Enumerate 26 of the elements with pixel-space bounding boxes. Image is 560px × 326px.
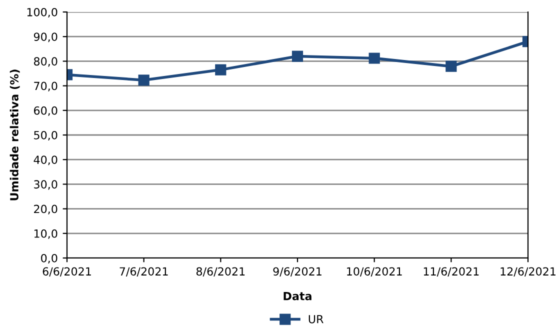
y-tick-label: 0,0 xyxy=(41,254,58,264)
y-axis-title: Umidade relativa (%) xyxy=(10,70,20,200)
x-tick-label: 11/6/2021 xyxy=(424,267,479,276)
point xyxy=(368,52,380,64)
y-tick-label: 90,0 xyxy=(34,32,58,42)
y-tick-label: 30,0 xyxy=(34,180,58,190)
y-tick-label: 80,0 xyxy=(34,57,58,67)
point xyxy=(446,60,457,72)
x-tick-label: 12/6/2021 xyxy=(500,267,556,276)
y-tick-label: 50,0 xyxy=(34,130,58,141)
x-tick-label: 8/6/2021 xyxy=(196,267,245,276)
point xyxy=(292,50,304,62)
y-tick-label: 60,0 xyxy=(34,106,58,116)
point xyxy=(215,64,226,76)
y-tick-label: 20,0 xyxy=(34,204,58,214)
x-tick-label: 10/6/2021 xyxy=(347,267,402,276)
point xyxy=(138,74,150,86)
x-tick-label: 7/6/2021 xyxy=(120,267,168,276)
y-tick-label: 70,0 xyxy=(34,82,58,92)
x-axis-title: Data xyxy=(284,292,312,300)
y-tick-label: 40,0 xyxy=(34,156,58,166)
y-tick-label: 10,0 xyxy=(34,229,58,239)
x-tick-label: 6/6/2021 xyxy=(42,267,91,276)
y-tick-label: 100,0 xyxy=(27,8,58,18)
x-tick-label: 9/6/2021 xyxy=(273,267,322,276)
legend-label: UR xyxy=(308,315,324,324)
